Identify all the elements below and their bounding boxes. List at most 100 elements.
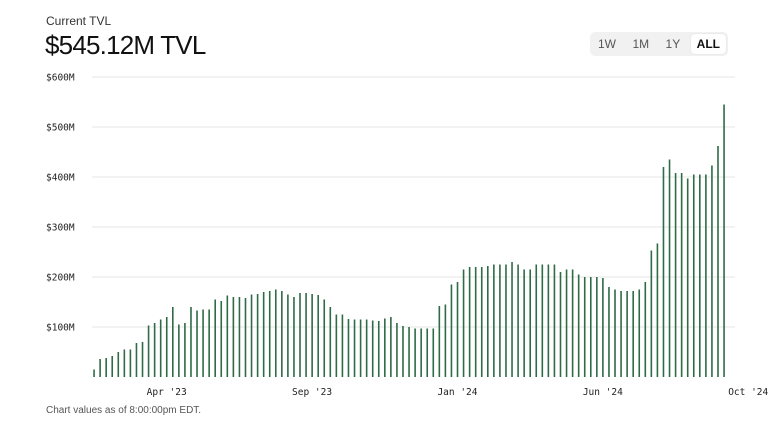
bar[interactable] xyxy=(244,298,247,377)
bar[interactable] xyxy=(614,289,616,378)
bar[interactable] xyxy=(250,294,253,378)
bar[interactable] xyxy=(468,267,471,377)
bar[interactable] xyxy=(511,262,513,377)
bar[interactable] xyxy=(396,323,398,377)
bar[interactable] xyxy=(238,297,241,377)
bar[interactable] xyxy=(692,174,695,378)
bar[interactable] xyxy=(323,299,326,378)
bar[interactable] xyxy=(214,299,217,378)
bar[interactable] xyxy=(656,243,659,378)
bar[interactable] xyxy=(299,293,301,377)
bar[interactable] xyxy=(365,319,368,378)
bar[interactable] xyxy=(420,328,422,378)
bar[interactable] xyxy=(111,356,114,377)
bar[interactable] xyxy=(674,173,677,377)
bar[interactable] xyxy=(705,174,707,378)
range-all-button[interactable]: ALL xyxy=(690,34,726,54)
bar[interactable] xyxy=(105,358,107,377)
bar[interactable] xyxy=(159,319,162,378)
bar[interactable] xyxy=(281,291,283,377)
bar[interactable] xyxy=(535,264,538,378)
bar[interactable] xyxy=(184,323,186,377)
bar[interactable] xyxy=(311,294,313,377)
bar[interactable] xyxy=(499,264,501,378)
bar[interactable] xyxy=(559,272,562,377)
bar[interactable] xyxy=(123,349,126,378)
bar[interactable] xyxy=(232,297,235,377)
bar[interactable] xyxy=(414,328,416,378)
bar[interactable] xyxy=(699,174,701,378)
bar[interactable] xyxy=(208,309,210,378)
bar[interactable] xyxy=(450,284,453,378)
bar[interactable] xyxy=(717,146,719,377)
bar[interactable] xyxy=(620,291,622,377)
bar[interactable] xyxy=(523,269,525,378)
bar[interactable] xyxy=(444,304,447,378)
bar[interactable] xyxy=(571,269,574,378)
bar[interactable] xyxy=(293,297,295,377)
bar[interactable] xyxy=(662,167,665,377)
bar[interactable] xyxy=(480,267,483,377)
bar[interactable] xyxy=(608,287,610,377)
bar[interactable] xyxy=(287,294,289,378)
bar[interactable] xyxy=(638,289,641,378)
bar[interactable] xyxy=(335,314,338,378)
bar[interactable] xyxy=(668,159,671,378)
bar[interactable] xyxy=(196,310,198,378)
bar[interactable] xyxy=(256,294,259,377)
bar[interactable] xyxy=(93,369,95,378)
range-1m-button[interactable]: 1M xyxy=(632,37,650,51)
bar[interactable] xyxy=(602,278,604,377)
bar[interactable] xyxy=(377,321,380,377)
bar[interactable] xyxy=(190,307,192,377)
bar[interactable] xyxy=(384,318,386,378)
bar[interactable] xyxy=(565,269,568,378)
bar[interactable] xyxy=(723,104,725,378)
bar[interactable] xyxy=(172,307,174,377)
bar[interactable] xyxy=(426,328,429,378)
range-1y-button[interactable]: 1Y xyxy=(665,37,681,51)
bar[interactable] xyxy=(371,320,374,378)
bar[interactable] xyxy=(553,264,556,378)
bar[interactable] xyxy=(305,293,307,377)
bar[interactable] xyxy=(632,291,634,377)
bar[interactable] xyxy=(493,264,495,378)
bar[interactable] xyxy=(141,342,144,377)
bar[interactable] xyxy=(583,277,586,377)
bar[interactable] xyxy=(529,269,532,378)
bar[interactable] xyxy=(650,250,653,378)
bar[interactable] xyxy=(178,324,180,378)
bar[interactable] xyxy=(220,301,223,377)
bar[interactable] xyxy=(147,325,150,378)
bar[interactable] xyxy=(317,295,319,377)
bar[interactable] xyxy=(626,291,628,377)
bar[interactable] xyxy=(347,319,350,377)
bar[interactable] xyxy=(135,343,138,377)
bar[interactable] xyxy=(353,319,356,378)
bar[interactable] xyxy=(577,274,580,378)
bar[interactable] xyxy=(341,314,344,378)
bar[interactable] xyxy=(165,317,168,377)
bar[interactable] xyxy=(711,165,713,378)
bar[interactable] xyxy=(359,319,362,378)
bar[interactable] xyxy=(541,264,544,378)
range-1w-button[interactable]: 1W xyxy=(598,37,616,51)
bar[interactable] xyxy=(487,266,489,377)
bar[interactable] xyxy=(432,328,435,378)
bar[interactable] xyxy=(589,277,592,377)
bar[interactable] xyxy=(438,306,441,377)
bar[interactable] xyxy=(329,307,332,377)
bar[interactable] xyxy=(402,326,404,377)
bar[interactable] xyxy=(596,277,598,377)
bar[interactable] xyxy=(390,317,392,377)
bar[interactable] xyxy=(226,295,229,378)
bar[interactable] xyxy=(686,178,689,378)
bar[interactable] xyxy=(117,352,120,377)
bar[interactable] xyxy=(268,291,271,377)
bar[interactable] xyxy=(99,359,101,377)
bar[interactable] xyxy=(202,309,204,378)
bar[interactable] xyxy=(474,267,477,377)
bar[interactable] xyxy=(505,264,507,378)
bar[interactable] xyxy=(129,349,132,378)
bar[interactable] xyxy=(274,289,277,378)
